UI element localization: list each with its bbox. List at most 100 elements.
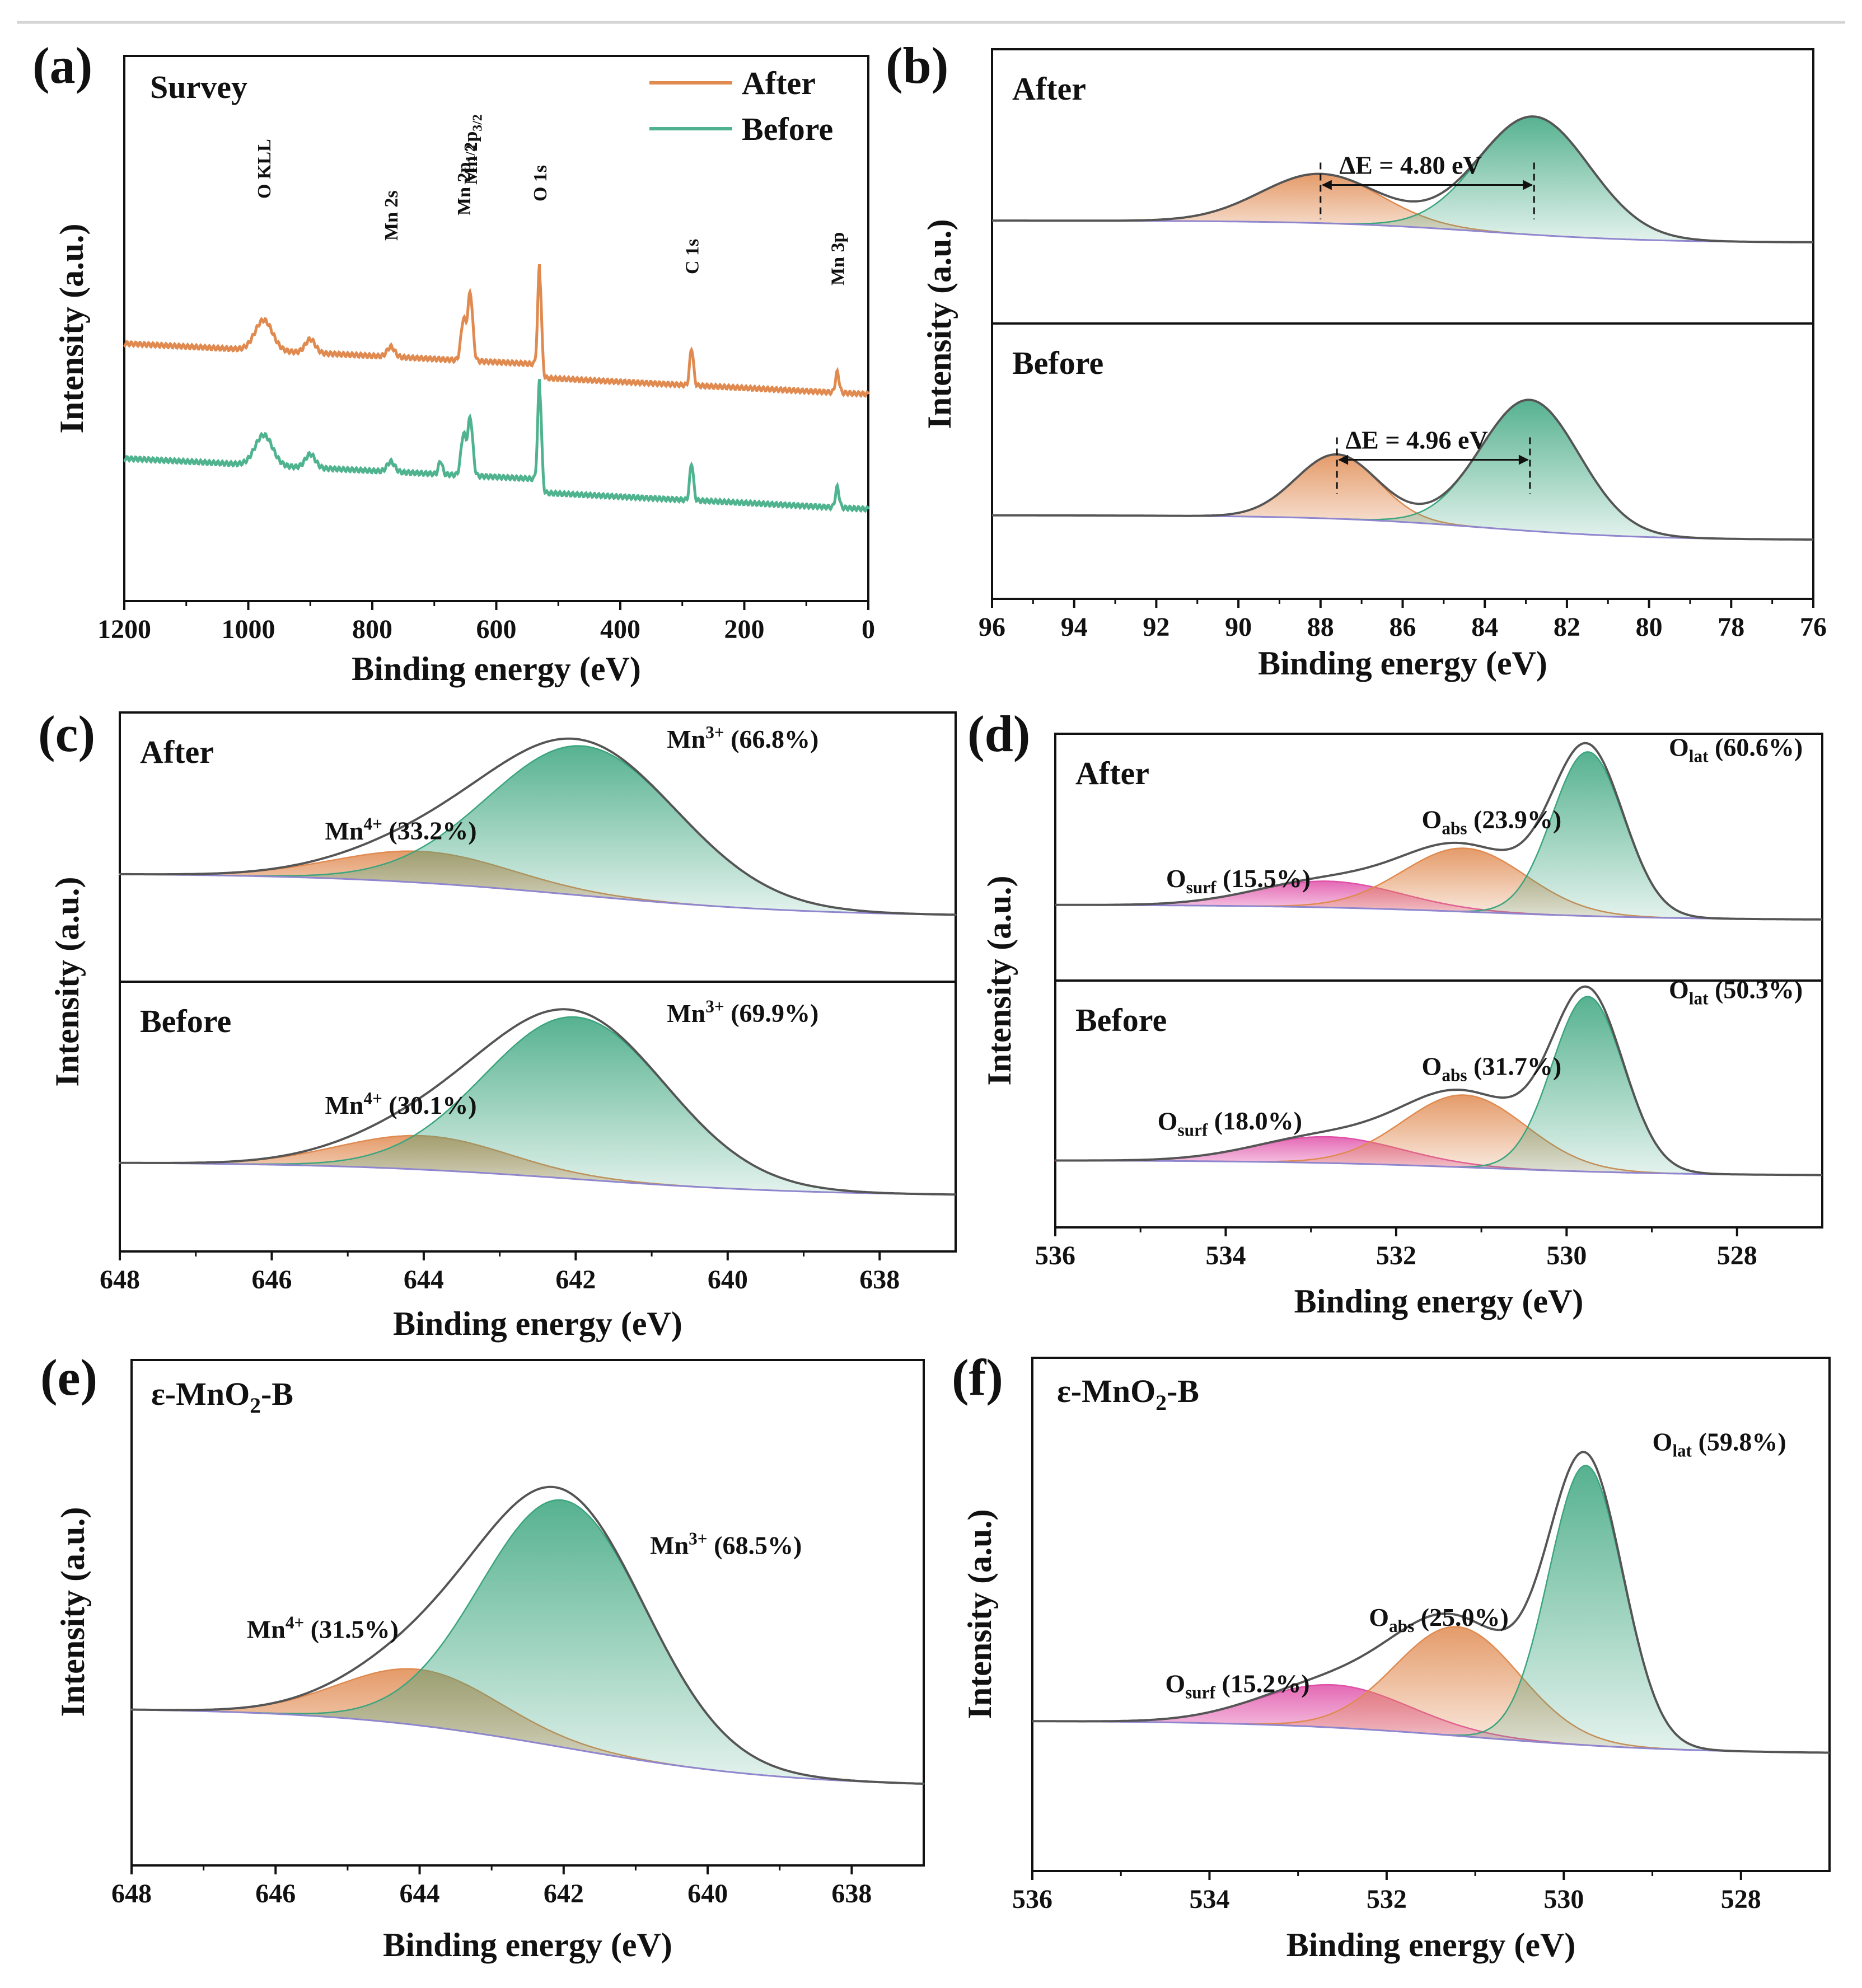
label-part: lat [1689,989,1709,1009]
x-axis-ticks: 1200 1000 800 600 400 200 0 [97,601,875,644]
x-axis-ticks: 648 646 644 642 640 638 [100,1251,900,1295]
delta-e-label: ΔE = 4.80 eV [1339,151,1481,180]
label-part: abs [1442,819,1467,838]
x-tick-label: 648 [111,1879,152,1909]
label-part: 3/2 [470,114,485,131]
label-part: Mn [325,1091,363,1119]
x-tick-label: 534 [1205,1241,1246,1270]
label-part: (15.5%) [1217,864,1311,893]
component-peak-ag-3d3-2-87-6-ev [992,453,1814,541]
peak-label-mn-30-1: Mn4+ (30.1%) [325,1089,476,1119]
label-part: Mn [650,1531,689,1560]
component-peak-mn-69-9 [120,1016,956,1195]
envelope-line [992,398,1814,541]
x-tick-label: 400 [600,615,640,644]
delta-e-arrowhead [1518,454,1529,465]
peak-annotation-c-1s: C 1s [682,239,703,274]
label-part: lat [1689,746,1709,766]
x-tick-label: 530 [1543,1884,1584,1914]
legend-label-before: Before [742,111,833,147]
x-tick-label: 536 [1012,1884,1052,1914]
label-part: O [1166,864,1186,893]
x-tick-label: 600 [476,615,517,644]
label-part: (50.3%) [1709,976,1803,1004]
peak-label-osurf-15-5: Osurf (15.5%) [1166,864,1311,897]
peak-label-oabs-23-9: Oabs (23.9%) [1422,805,1562,838]
label-part: O [1653,1428,1673,1456]
panels: 1200 1000 800 600 400 200 0 Binding energy (eV)… [32,37,1831,1963]
panel-f: 536 534 532 530 528 Binding energy (eV) Intens… [952,1349,1831,1963]
label-part: O [1422,805,1442,834]
panel-label: (e) [40,1349,97,1406]
label-part: Mn [247,1615,286,1643]
background-line [1032,1720,1830,1754]
plot-frame [130,1359,925,1867]
label-part: (31.5%) [304,1615,399,1643]
label-part: (30.1%) [382,1091,477,1119]
x-tick-label: 530 [1546,1241,1587,1270]
x-tick-label: 646 [251,1265,292,1295]
envelope-line [1055,742,1823,921]
x-tick-label: 528 [1717,1241,1757,1270]
background-line [132,1709,924,1785]
envelope-line [1032,1451,1830,1754]
component-peak-ag-3d5-2-82-8-ev [992,116,1813,243]
panel-label: (a) [32,37,92,94]
label-part: -B [1167,1373,1199,1409]
peak-label-mn-31-5: Mn4+ (31.5%) [247,1612,399,1643]
peak-annotation-o-1s: O 1s [530,165,551,201]
label-part: surf [1186,878,1217,897]
subpanel-after: After ΔE = 4.80 eV [992,71,1813,243]
x-axis-ticks: 96 94 92 90 88 86 84 82 80 78 76 [979,599,1827,642]
x-axis-title: Binding energy (eV) [383,1926,672,1963]
peak-label-oabs-25-0: Oabs (25.0%) [1369,1603,1509,1636]
x-tick-label: 800 [352,615,392,644]
peak-label-mn-69-9: Mn3+ (69.9%) [667,997,818,1028]
x-tick-label: 534 [1189,1884,1229,1914]
label-part: (60.6%) [1709,733,1803,761]
x-tick-label: 528 [1721,1884,1761,1914]
x-axis-ticks: 536 534 532 530 528 [1012,1871,1761,1914]
x-tick-label: 94 [1061,612,1088,642]
label-part: 4+ [363,814,382,834]
label-part: 3+ [705,723,724,742]
x-tick-label: 92 [1143,612,1169,642]
background-line [120,873,956,916]
label-part: O [1422,1052,1442,1081]
component-peak-ag-3d3-2-88-0-ev [992,173,1813,243]
label-part: 2 [1155,1390,1167,1415]
x-tick-label: 642 [555,1265,596,1295]
x-axis-title: Binding energy (eV) [1286,1926,1576,1963]
label-part: O [1369,1603,1389,1631]
label-part: 2 [250,1393,261,1418]
legend-label-after: After [742,65,816,101]
label-part: surf [1185,1682,1215,1702]
component-peak-mn-66-8 [120,745,957,916]
component-peak-ag-3d5-2-82-9-ev [992,399,1814,541]
background-line [1055,1160,1822,1176]
panel-subtitle: ε-MnO2-B [1057,1373,1199,1415]
label-part: abs [1389,1616,1414,1636]
x-tick-label: 90 [1225,612,1252,642]
survey-line-after [123,264,870,398]
delta-e-arrowhead [1321,180,1332,190]
subpanel-label: Before [1012,345,1103,381]
subpanel-after: Osurf (15.5%)Oabs (23.9%)Olat (60.6%)Aft… [1055,733,1823,921]
peak-label-olat-59-8: Olat (59.8%) [1653,1427,1786,1460]
y-axis-title: Intensity (a.u.) [981,875,1018,1085]
panel-label: (f) [952,1349,1003,1406]
panel-e: 648 646 644 642 640 638 Binding energy (eV) Int… [40,1349,925,1963]
x-tick-label: 638 [859,1265,900,1295]
x-tick-label: 0 [862,615,875,644]
x-tick-label: 642 [544,1879,584,1909]
x-tick-label: 638 [831,1879,872,1909]
label-part: surf [1177,1120,1208,1140]
x-tick-label: 532 [1376,1241,1416,1270]
x-axis-title: Binding energy (eV) [1258,645,1547,682]
label-part: 4+ [286,1612,304,1632]
y-axis-title: Intensity (a.u.) [921,219,958,429]
label-part: (31.7%) [1467,1052,1562,1080]
x-tick-label: 96 [979,612,1005,642]
